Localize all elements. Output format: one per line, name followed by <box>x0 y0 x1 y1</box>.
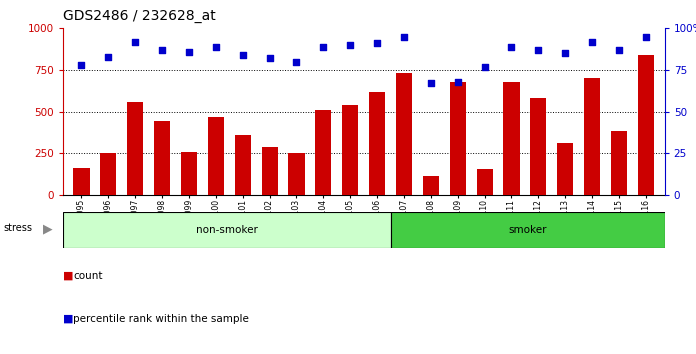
Point <box>398 34 409 40</box>
Bar <box>369 92 385 195</box>
Bar <box>503 82 519 195</box>
Bar <box>262 147 278 195</box>
Point <box>533 47 544 53</box>
Point <box>640 34 651 40</box>
Bar <box>391 212 665 248</box>
Bar <box>208 117 224 195</box>
Point <box>506 44 517 50</box>
Text: smoker: smoker <box>509 225 547 235</box>
Point <box>183 49 194 55</box>
Text: stress: stress <box>3 223 33 233</box>
Bar <box>584 78 600 195</box>
Point <box>129 39 141 45</box>
Point <box>425 80 436 86</box>
Text: GDS2486 / 232628_at: GDS2486 / 232628_at <box>63 9 215 23</box>
Text: ▶: ▶ <box>43 223 53 236</box>
Bar <box>450 82 466 195</box>
Bar <box>315 110 331 195</box>
Bar <box>422 176 439 195</box>
Bar <box>235 135 251 195</box>
Point <box>560 51 571 56</box>
Text: non-smoker: non-smoker <box>196 225 258 235</box>
Point <box>157 47 168 53</box>
Point <box>479 64 490 69</box>
Point <box>291 59 302 64</box>
Bar <box>638 55 654 195</box>
Point <box>452 79 464 84</box>
Bar <box>73 168 90 195</box>
Point <box>103 54 114 59</box>
Bar <box>477 169 493 195</box>
Bar <box>611 131 627 195</box>
Bar <box>288 153 305 195</box>
Point <box>318 44 329 50</box>
Bar <box>63 212 391 248</box>
Bar <box>154 121 170 195</box>
Bar <box>530 98 546 195</box>
Bar <box>100 153 116 195</box>
Point <box>587 39 598 45</box>
Point <box>372 40 383 46</box>
Text: percentile rank within the sample: percentile rank within the sample <box>73 314 249 324</box>
Point <box>76 62 87 68</box>
Bar <box>557 143 574 195</box>
Bar <box>127 102 143 195</box>
Point <box>264 56 275 61</box>
Point <box>613 47 624 53</box>
Text: ■: ■ <box>63 271 73 281</box>
Point <box>345 42 356 48</box>
Text: count: count <box>73 271 102 281</box>
Text: ■: ■ <box>63 314 73 324</box>
Bar <box>181 152 197 195</box>
Bar <box>342 105 358 195</box>
Point <box>210 44 221 50</box>
Point <box>237 52 248 58</box>
Bar <box>396 73 412 195</box>
